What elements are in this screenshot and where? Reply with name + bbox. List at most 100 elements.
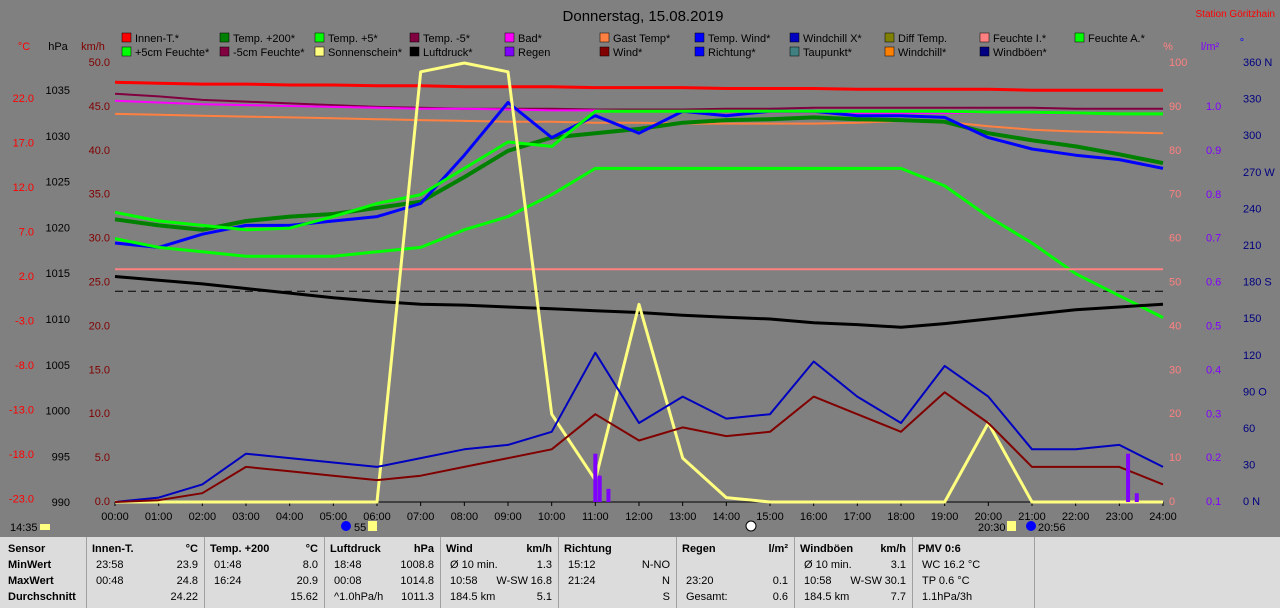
tick-label: 100 [1169,57,1187,69]
rain-bar [1126,453,1131,502]
legend-label: Wind* [613,47,643,59]
stats-cell: 21:24 [568,575,596,587]
tick-label: 45.0 [89,101,110,113]
legend-label: +5cm Feuchte* [135,47,210,59]
legend-label: Windböen* [993,47,1048,59]
stats-cell: WC 16.2 °C [922,559,981,571]
tick-label: 360 N [1243,57,1272,69]
series-line-9 [114,275,1164,329]
left-time: 14:35 [10,522,38,534]
stats-column: Innen-T. °C 23:58 23.9 00:48 24.8 24.22 [88,537,205,608]
legend-label: Windchill* [898,47,947,59]
tick-label: 60 [1169,233,1181,245]
legend-label: Feuchte I.* [993,33,1047,45]
stats-cell: 00:08 [334,575,362,587]
stats-cell: N-NO [641,559,670,571]
tick-label: 09:00 [494,511,522,523]
tick-label: 08:00 [451,511,479,523]
legend-label: Temp. -5* [423,33,471,45]
tick-label: 1020 [46,222,70,234]
tick-label: 15:00 [756,511,784,523]
legend-swatch [979,32,990,43]
stats-cell: 24.22 [170,591,198,603]
tick-label: 0.3 [1206,408,1221,420]
stats-cell: 1.3 [536,559,552,571]
tick-label: 0.1 [1206,496,1221,508]
stats-cell: 1.1hPa/3h [922,591,973,603]
sunrise-icon [368,521,377,531]
stats-cell: 16:24 [214,575,242,587]
axis-unit-temp: °C [18,41,30,53]
legend-swatch [314,32,325,43]
stats-column: Wind km/h Ø 10 min. 1.3 10:58 W-SW 16.8 184.5 k… [442,537,559,608]
legend: Innen-T.* Temp. +200* Temp. +5* Temp. -5* Ba… [121,32,1146,59]
sunset-icon [1007,521,1016,531]
stats-cell: 3.1 [890,559,906,571]
tick-label: 0.6 [1206,277,1221,289]
tick-label: 5.0 [95,452,110,464]
rain-bar [606,488,611,502]
stats-cell: W-SW [496,575,528,587]
stats-cell: 00:48 [96,575,124,587]
tick-label: 18:00 [887,511,915,523]
legend-swatch [789,32,800,43]
stats-column: Luftdruck hPa 18:48 1008.8 00:08 1014.8 ^1.0hP… [326,537,441,608]
stats-cell: 1008.8 [400,559,434,571]
legend-swatch [1074,32,1085,43]
tick-label: 11:00 [582,511,609,523]
weather-chart: Donnerstag, 15.08.2019 Station Göritzhai… [9,8,1275,534]
stats-unit: km/h [880,543,906,555]
tick-label: 20 [1169,408,1181,420]
stats-column: Windböen km/h Ø 10 min. 3.1 10:58 W-SW 30.1 184… [796,537,913,608]
stats-cell: MinWert [8,559,52,571]
legend-label: Sonnenschein* [328,47,403,59]
rain-bar [597,475,602,502]
legend-label: Regen [518,47,550,59]
series-line-3 [114,112,1164,135]
tick-label: 10:00 [538,511,566,523]
tick-label: 240 [1243,203,1261,215]
tick-label: 16:00 [800,511,828,523]
tick-label: -3.0 [15,316,34,328]
stats-cell: 0.1 [772,575,788,587]
tick-label: 17:00 [844,511,872,523]
stats-cell: 10:58 [804,575,832,587]
axis-unit-wind: km/h [81,41,105,53]
tick-label: 1005 [46,360,70,372]
stats-cell: Durchschnitt [8,591,76,603]
legend-swatch [599,32,610,43]
legend-label: Gast Temp* [613,33,671,45]
legend-swatch [121,32,132,43]
stats-cell: Ø 10 min. [804,559,852,571]
legend-swatch [884,46,895,57]
stats-cell: MaxWert [8,575,54,587]
stats-unit: hPa [413,543,434,555]
stats-cell: 1011.3 [401,591,434,603]
legend-swatch [504,46,515,57]
tick-label: 24:00 [1149,511,1177,523]
legend-swatch [314,46,325,57]
tick-label: 07:00 [407,511,435,523]
tick-label: 0 [1169,496,1175,508]
tick-label: 05:00 [320,511,348,523]
axis-unit-direction: ° [1240,37,1244,49]
tick-label: 90 [1169,101,1181,113]
tick-label: 30.0 [89,233,110,245]
tick-label: -8.0 [15,360,34,372]
legend-label: Windchill X* [803,33,862,45]
tick-label: 300 [1243,130,1261,142]
stats-column: PMV 0:6 WC 16.2 °C TP 0.6 °C 1.1hPa/3h [914,537,1035,608]
tick-label: 22:00 [1062,511,1090,523]
tick-label: 25.0 [89,277,110,289]
tick-label: 01:00 [145,511,173,523]
sunrise-marker: 55 [354,522,366,534]
stats-header: Temp. +200 [210,543,270,555]
stats-cell: 10:58 [450,575,478,587]
series-line-11 [114,351,1164,503]
legend-label: Feuchte A.* [1088,33,1146,45]
tick-label: 1000 [46,406,70,418]
tick-label: 210 [1243,240,1261,252]
legend-swatch [409,32,420,43]
legend-swatch [694,32,705,43]
tick-label: 13:00 [669,511,697,523]
